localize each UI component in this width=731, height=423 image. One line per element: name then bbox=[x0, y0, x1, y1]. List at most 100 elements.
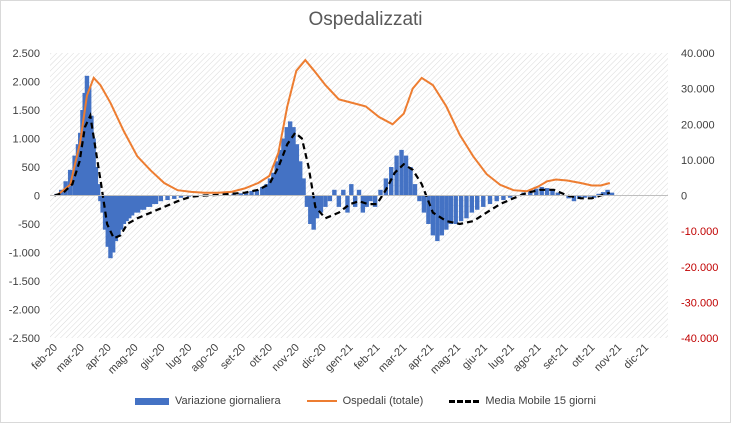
bar-variazione bbox=[254, 189, 260, 196]
bar-variazione bbox=[153, 195, 159, 205]
y-left-tick-label: -500 bbox=[18, 219, 40, 231]
y-left-tick-label: 2.500 bbox=[12, 48, 40, 60]
bar-variazione bbox=[421, 195, 427, 213]
bar-variazione bbox=[100, 195, 105, 213]
bar-variazione bbox=[600, 192, 606, 196]
bar-variazione bbox=[475, 195, 480, 210]
bar-variazione bbox=[89, 115, 94, 196]
bar-variazione bbox=[132, 195, 138, 213]
x-tick-label: giu-20 bbox=[137, 342, 167, 372]
y-left-tick-label: 2.000 bbox=[12, 77, 40, 89]
y-left-tick-label: 0 bbox=[34, 191, 40, 203]
bar-variazione bbox=[494, 195, 499, 202]
bar-variazione bbox=[110, 195, 116, 253]
y-left-tick-label: 1.500 bbox=[12, 105, 40, 117]
bar-variazione bbox=[439, 195, 445, 236]
bar-variazione bbox=[93, 167, 99, 196]
y-left-tick-label: -1.500 bbox=[9, 276, 40, 288]
bar-variazione bbox=[426, 195, 431, 224]
bar-variazione bbox=[178, 195, 184, 198]
y-left-tick-label: -2.000 bbox=[9, 305, 40, 317]
bar-variazione bbox=[444, 195, 449, 230]
bar-variazione bbox=[119, 195, 124, 230]
bar-variazione bbox=[291, 127, 296, 196]
bar-variazione bbox=[596, 193, 601, 196]
bar-variazione bbox=[129, 195, 135, 216]
bar-variazione bbox=[550, 189, 555, 196]
bar-variazione bbox=[277, 149, 283, 196]
bar-variazione bbox=[430, 195, 436, 236]
x-tick-label: mag-20 bbox=[106, 342, 141, 377]
bar-variazione bbox=[304, 195, 310, 207]
x-tick-label: giu-21 bbox=[460, 342, 490, 372]
bar-variazione bbox=[294, 144, 300, 196]
x-tick-label: dic-21 bbox=[622, 342, 652, 372]
y-right-tick-label: 0 bbox=[681, 191, 687, 203]
legend: Variazione giornaliera Ospedali (totale)… bbox=[1, 395, 730, 407]
legend-label-bars: Variazione giornaliera bbox=[175, 395, 281, 407]
bar-variazione bbox=[86, 87, 92, 196]
y-left-tick-label: -2.500 bbox=[9, 333, 40, 345]
bar-variazione bbox=[121, 195, 127, 224]
bar-variazione bbox=[298, 161, 303, 196]
bar-variazione bbox=[95, 184, 101, 196]
bar-variazione bbox=[113, 195, 119, 242]
x-tick-label: nov-20 bbox=[270, 342, 302, 374]
bar-variazione bbox=[141, 195, 147, 210]
bar-variazione bbox=[464, 195, 469, 219]
chart-title: Ospedalizzati bbox=[308, 9, 423, 30]
bar-variazione bbox=[383, 178, 389, 196]
bar-variazione bbox=[249, 190, 254, 196]
bar-variazione bbox=[582, 195, 587, 198]
bar-variazione bbox=[448, 195, 454, 224]
bar-variazione bbox=[158, 195, 164, 202]
bar-variazione bbox=[78, 132, 83, 196]
bar-variazione bbox=[609, 192, 615, 196]
y-right-tick-label: 40.000 bbox=[681, 48, 715, 60]
x-tick-label: mar-21 bbox=[376, 342, 409, 375]
bar-variazione bbox=[364, 195, 369, 207]
legend-swatch-bars bbox=[135, 397, 169, 405]
bar-variazione bbox=[372, 195, 378, 207]
bar-variazione bbox=[591, 195, 597, 198]
bar-variazione bbox=[327, 195, 333, 202]
bar-variazione bbox=[98, 195, 103, 202]
x-tick-label: ago-21 bbox=[511, 342, 544, 375]
bar-variazione bbox=[318, 195, 324, 213]
bar-variazione bbox=[566, 195, 571, 199]
bar-variazione bbox=[116, 195, 121, 236]
bar-variazione bbox=[341, 189, 346, 196]
bar-variazione bbox=[82, 92, 87, 196]
bar-variazione bbox=[487, 195, 493, 205]
bar-variazione bbox=[507, 195, 513, 198]
bar-variazione bbox=[165, 195, 170, 201]
legend-swatch-ma bbox=[449, 399, 480, 403]
legend-label-total: Ospedali (totale) bbox=[342, 395, 424, 407]
y-right-tick-label: -20.000 bbox=[681, 262, 718, 274]
bar-variazione bbox=[267, 178, 273, 196]
line-media-mobile bbox=[54, 112, 611, 240]
bar-variazione bbox=[281, 138, 286, 196]
y-left-tick-label: 1.000 bbox=[12, 134, 40, 146]
bar-variazione bbox=[108, 195, 113, 259]
bar-variazione bbox=[453, 195, 458, 224]
bar-variazione bbox=[539, 186, 544, 196]
legend-item-total: Ospedali (totale) bbox=[306, 395, 424, 407]
bar-variazione bbox=[408, 167, 413, 196]
bar-variazione bbox=[314, 195, 320, 219]
bar-variazione bbox=[186, 195, 192, 197]
bar-variazione bbox=[356, 189, 362, 196]
x-tick-label: nov-21 bbox=[592, 342, 624, 374]
legend-label-ma: Media Mobile 15 giorni bbox=[485, 395, 596, 407]
bar-variazione bbox=[135, 195, 141, 213]
bar-variazione bbox=[84, 75, 90, 196]
bar-variazione bbox=[274, 161, 279, 196]
x-tick-label: set-21 bbox=[541, 342, 571, 372]
chart-plot: 2.500 2.000 1.500 1.000 500 0 -500 -1.000 -1.500… bbox=[9, 48, 719, 377]
bar-variazione bbox=[127, 195, 132, 219]
bar-variazione bbox=[147, 195, 153, 207]
bar-variazione bbox=[571, 195, 577, 202]
bar-variazione bbox=[144, 195, 150, 207]
bar-variazione bbox=[124, 195, 129, 222]
